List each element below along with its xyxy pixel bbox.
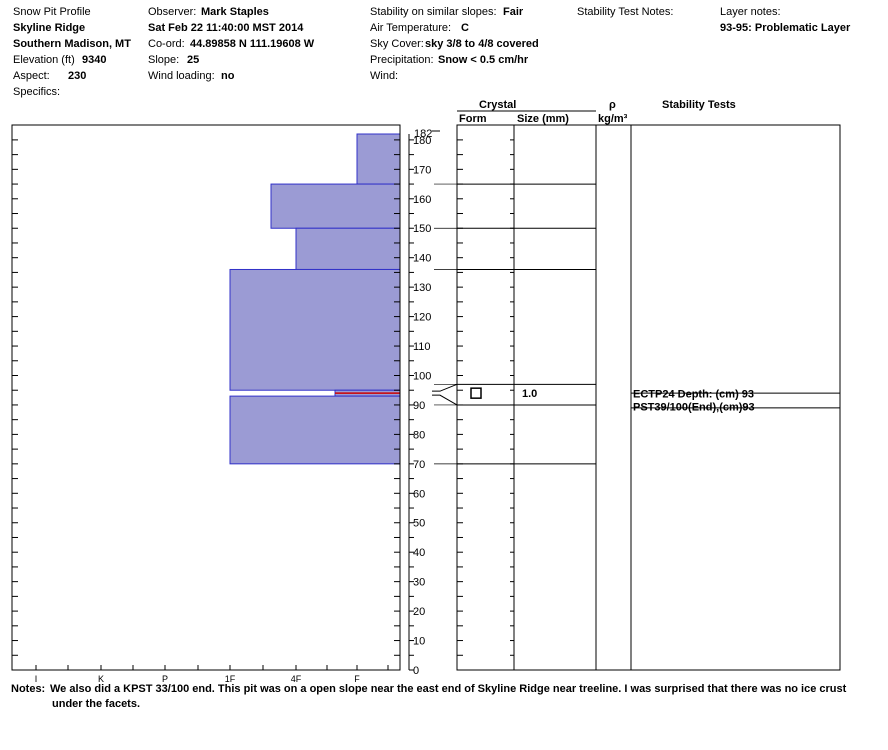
density-unit-header: kg/m³	[598, 113, 628, 125]
profile-title: Snow Pit Profile	[13, 6, 91, 18]
coord-label: Co-ord:	[148, 38, 185, 50]
stability-test-label: ECTP24 Depth: (cm) 93	[633, 388, 754, 400]
aspect-label: Aspect:	[13, 70, 50, 82]
layer-notes-value: 93-95: Problematic Layer	[720, 22, 851, 34]
sky-cover-value: sky 3/8 to 4/8 covered	[425, 38, 539, 50]
notes-label: Notes:	[11, 683, 46, 695]
notes-line-2: under the facets.	[52, 698, 141, 710]
depth-top-label: 182	[414, 128, 432, 140]
depth-tick-label: 60	[413, 488, 425, 500]
weak-layer-connector	[432, 394, 458, 406]
crystal-size-label: 1.0	[522, 388, 537, 400]
hardness-tick-label: F	[354, 674, 360, 684]
depth-tick-label: 160	[413, 194, 431, 206]
rho-header: ρ	[609, 99, 616, 111]
depth-axis: 0 10 20 30 40 50 60 70 80 90 100 110 120 130 140 150 160…	[12, 128, 514, 677]
depth-tick-label: 110	[413, 341, 431, 353]
depth-tick-label: 130	[413, 282, 431, 294]
depth-tick-label: 80	[413, 429, 425, 441]
hardness-layer-bar	[229, 395, 401, 465]
depth-tick-label: 40	[413, 547, 425, 559]
form-header: Form	[459, 113, 487, 125]
depth-tick-label: 140	[413, 253, 431, 265]
crystal-header: Crystal	[479, 99, 517, 111]
hardness-tick-label: 1F	[225, 674, 236, 684]
depth-tick-label: 70	[413, 459, 425, 471]
slope-label: Slope:	[148, 54, 180, 66]
depth-tick-label: 30	[413, 577, 425, 589]
hardness-tick-label: K	[98, 674, 104, 684]
observer-label: Observer:	[148, 6, 197, 18]
air-temp-value: C	[461, 22, 469, 34]
specifics-label: Specifics:	[13, 86, 61, 98]
hardness-layer-bar	[270, 183, 401, 229]
depth-tick-label: 0	[413, 665, 419, 677]
precip-value: Snow < 0.5 cm/hr	[438, 54, 529, 66]
chart-frames	[11, 110, 841, 671]
hardness-layer-bar	[295, 227, 401, 270]
stability-test-label: PST39/100(End),(cm)93	[633, 401, 755, 413]
stability-tests-header: Stability Tests	[662, 99, 736, 111]
depth-tick-label: 170	[413, 164, 431, 176]
air-temp-label: Air Temperature:	[370, 22, 452, 34]
depth-tick-label: 180	[413, 135, 431, 147]
layer-boundaries	[432, 183, 596, 465]
hardness-tick-label: I	[35, 674, 38, 684]
observer-value: Mark Staples	[201, 6, 269, 18]
weak-layer-connector	[432, 383, 458, 392]
square-icon	[470, 387, 482, 399]
depth-tick-label: 100	[413, 370, 431, 382]
depth-tick-label: 10	[413, 636, 425, 648]
layer-notes-label: Layer notes:	[720, 6, 781, 18]
depth-tick-label: 20	[413, 606, 425, 618]
data-columns-frame	[456, 124, 841, 671]
hardness-axis: I K P 1F 4F F	[35, 665, 389, 684]
depth-tick-label: 90	[413, 400, 425, 412]
elevation-value: 9340	[82, 54, 107, 66]
size-header: Size (mm)	[517, 113, 569, 125]
sky-cover-label: Sky Cover:	[370, 38, 424, 50]
hardness-tick-label: 4F	[291, 674, 302, 684]
crystal-column: 1.0	[470, 387, 537, 400]
hardness-layer-bar	[356, 133, 401, 185]
wind-loading-label: Wind loading:	[148, 70, 215, 82]
datetime: Sat Feb 22 11:40:00 MST 2014	[148, 22, 304, 34]
coord-value: 44.89858 N 111.19608 W	[190, 38, 315, 50]
wind-label: Wind:	[370, 70, 399, 82]
stability-test-notes-label: Stability Test Notes:	[577, 6, 674, 18]
location-name: Skyline Ridge	[13, 22, 86, 34]
hardness-layers	[229, 133, 401, 465]
hardness-graph-frame	[11, 124, 401, 671]
elevation-label: Elevation (ft)	[13, 54, 75, 66]
stability-label: Stability on similar slopes:	[370, 6, 497, 18]
depth-tick-label: 120	[413, 312, 431, 324]
hardness-tick-label: P	[162, 674, 168, 684]
notes-line-1: We also did a KPST 33/100 end. This pit …	[50, 683, 847, 695]
depth-tick-label: 150	[413, 223, 431, 235]
stability-tests-column: ECTP24 Depth: (cm) 93PST39/100(End),(cm)…	[631, 388, 840, 413]
hardness-layer-bar	[229, 268, 401, 391]
aspect-value: 230	[68, 70, 87, 82]
depth-tick-label: 50	[413, 518, 425, 530]
stability-value: Fair	[503, 6, 524, 18]
precip-label: Precipitation:	[370, 54, 434, 66]
region: Southern Madison, MT	[13, 38, 131, 50]
slope-value: 25	[187, 54, 200, 66]
wind-loading-value: no	[221, 70, 235, 82]
